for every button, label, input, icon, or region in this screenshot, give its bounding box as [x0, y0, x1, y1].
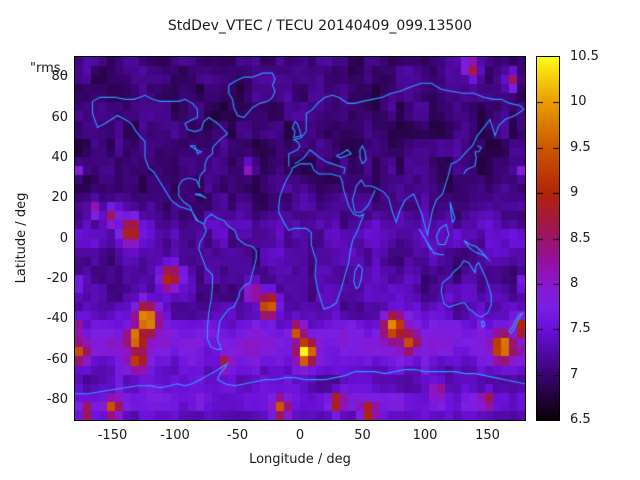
- y-tick-label: 20: [51, 190, 68, 206]
- x-tick-label: 0: [295, 428, 305, 443]
- colorbar-tick-label: 6.5: [570, 412, 591, 427]
- colorbar-tick-label: 10: [570, 94, 587, 110]
- y-tick-label: 0: [59, 230, 68, 246]
- colorbar-tick-label: 7.5: [570, 321, 591, 337]
- colorbar-canvas: [536, 56, 560, 421]
- colorbar-tick-label: 8: [570, 275, 579, 291]
- y-tick-label: -80: [46, 391, 68, 407]
- y-tick-label: -40: [46, 311, 68, 327]
- y-tick-label: 40: [51, 149, 68, 165]
- x-tick-label: -50: [226, 428, 249, 443]
- colorbar-tick-label: 8.5: [570, 230, 591, 246]
- colorbar-tick-label: 7: [570, 366, 579, 382]
- x-axis-label: Longitude / deg: [249, 452, 351, 467]
- x-tick-label: 100: [412, 428, 438, 443]
- y-tick-label: 60: [51, 109, 68, 125]
- x-tick-label: 150: [475, 428, 500, 443]
- y-tick-label: -60: [46, 351, 68, 367]
- x-tick-label: -100: [160, 428, 190, 443]
- colorbar-tick-label: 10.5: [570, 49, 599, 64]
- rms-overlay-label: "rms_: [30, 61, 68, 76]
- colorbar-tick-label: 9.5: [570, 139, 591, 155]
- y-tick-label: 80: [51, 69, 68, 85]
- colorbar-tick-label: 9: [570, 185, 579, 201]
- y-tick-label: -20: [46, 270, 68, 286]
- x-tick-label: -150: [97, 428, 128, 443]
- plot-title: StdDev_VTEC / TECU 20140409_099.13500: [167, 18, 473, 34]
- x-tick-label: 50: [354, 428, 371, 443]
- vtec-stddev-heatmap-canvas: [74, 56, 526, 421]
